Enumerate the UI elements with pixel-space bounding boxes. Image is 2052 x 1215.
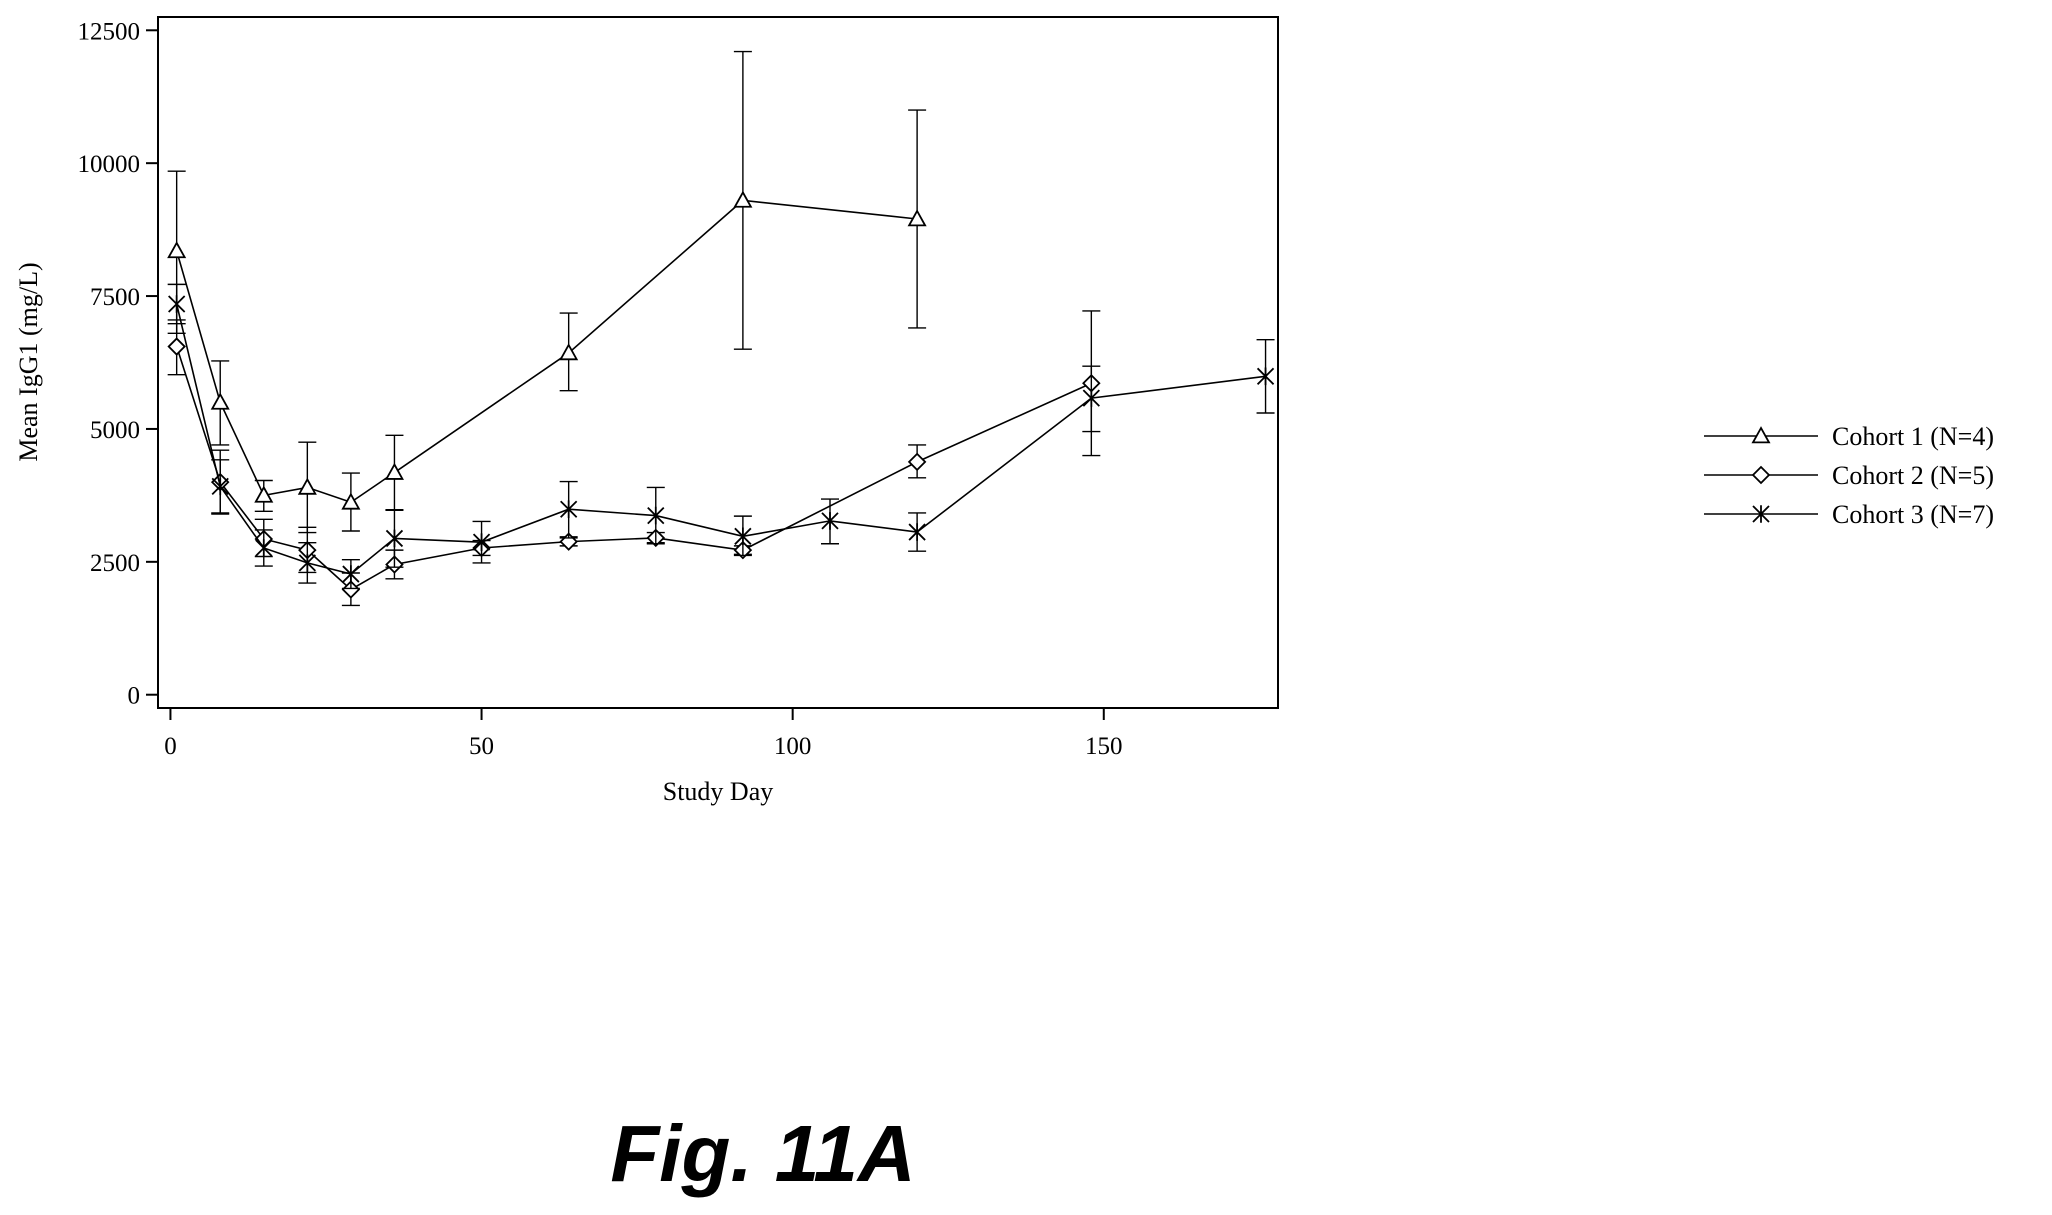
figure-caption: Fig. 11A [610, 1109, 916, 1198]
series-1 [167, 50, 927, 534]
legend-marker [1751, 465, 1771, 485]
series-3 [167, 283, 1275, 590]
data-point [821, 512, 839, 530]
data-point [1082, 389, 1100, 407]
series-line [175, 303, 1266, 575]
series-line [175, 346, 1092, 591]
data-point [908, 523, 926, 541]
data-point [647, 506, 665, 525]
series-layer [167, 50, 1275, 607]
x-axis-label: Study Day [663, 777, 774, 806]
legend-marker [1752, 505, 1770, 523]
data-point [733, 190, 753, 208]
y-axis-label: Mean IgG1 (mg/L) [14, 262, 43, 461]
data-point [559, 343, 579, 361]
data-point [298, 554, 316, 572]
data-point [342, 565, 360, 583]
x-axis-ticks: 0 50 100 150 [164, 708, 1123, 760]
data-point [168, 295, 186, 313]
data-point [254, 485, 274, 503]
data-point [385, 529, 404, 548]
plot-frame [157, 16, 1279, 709]
y-tick-label: 12500 [78, 18, 141, 45]
data-point [211, 477, 229, 496]
data-point [907, 209, 927, 227]
y-tick-label: 0 [128, 683, 141, 710]
data-point [472, 533, 491, 551]
y-tick-label: 5000 [90, 417, 140, 444]
data-point [167, 241, 187, 259]
data-point [167, 337, 186, 356]
data-point [210, 392, 230, 410]
legend: Cohort 1 (N=4) Cohort 2 (N=5) Cohort 3 (N=… [1704, 422, 1994, 529]
data-point [255, 539, 273, 557]
data-point [907, 452, 927, 472]
data-point [384, 462, 404, 480]
data-point [341, 492, 361, 510]
legend-label: Cohort 1 (N=4) [1832, 422, 1994, 451]
y-tick-label: 2500 [90, 550, 140, 577]
data-point [1256, 367, 1275, 386]
x-tick-label: 50 [469, 733, 494, 760]
legend-label: Cohort 2 (N=5) [1832, 461, 1994, 490]
data-point [734, 527, 752, 546]
y-tick-label: 10000 [78, 151, 141, 178]
y-axis-ticks: 0 2500 5000 7500 10000 12500 [78, 18, 158, 710]
data-point [297, 477, 317, 495]
legend-marker [1751, 426, 1771, 444]
legend-label: Cohort 3 (N=7) [1832, 500, 1994, 529]
data-point [341, 580, 361, 599]
series-line [175, 199, 918, 504]
y-tick-label: 7500 [90, 284, 140, 311]
x-tick-label: 150 [1085, 733, 1123, 760]
x-tick-label: 0 [164, 733, 177, 760]
x-tick-label: 100 [774, 733, 812, 760]
data-point [560, 500, 578, 519]
